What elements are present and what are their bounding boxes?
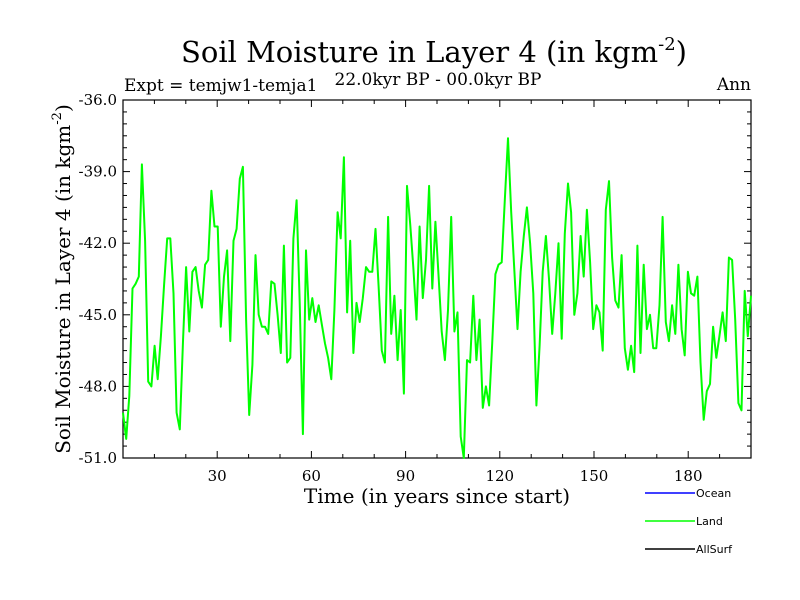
subtitle-left: Expt = temjw1-temja1 <box>124 76 317 96</box>
y-tick-label: -45.0 <box>79 306 117 324</box>
subtitle-center: 22.0kyr BP - 00.0kyr BP <box>335 70 542 90</box>
x-axis-label: Time (in years since start) <box>304 484 570 508</box>
legend-label-land: Land <box>696 515 723 528</box>
chart-title-text: Soil Moisture in Layer 4 (in kgm <box>181 35 658 69</box>
x-axis: 30 60 90 120 150 180 <box>153 100 721 485</box>
chart-title-end: ) <box>676 35 687 69</box>
x-tick-label: 90 <box>396 467 415 485</box>
series-line-land <box>122 137 752 459</box>
x-tick-label: 30 <box>208 467 227 485</box>
y-axis-label: Soil Moisture in Layer 4 (in kgm-2) <box>50 104 75 454</box>
x-tick-label: 120 <box>485 467 514 485</box>
legend: Ocean Land AllSurf <box>645 487 733 556</box>
y-axis-label-end: ) <box>51 104 75 112</box>
y-tick-label: -51.0 <box>79 449 117 467</box>
series-layer <box>122 137 752 459</box>
y-axis: -36.0 -39.0 -42.0 -45.0 -48.0 -51.0 <box>79 91 751 467</box>
x-tick-label: 180 <box>674 467 703 485</box>
x-tick-label: 150 <box>580 467 609 485</box>
y-tick-label: -36.0 <box>79 91 117 109</box>
subtitle-right: Ann <box>716 75 751 95</box>
y-tick-label: -39.0 <box>79 163 117 181</box>
y-axis-label-sup: -2 <box>50 112 65 125</box>
chart-title-sup: -2 <box>658 34 676 55</box>
chart-title: Soil Moisture in Layer 4 (in kgm-2) <box>181 34 687 69</box>
legend-label-ocean: Ocean <box>696 487 731 500</box>
y-tick-label: -48.0 <box>79 377 117 395</box>
plot-frame <box>122 99 752 459</box>
x-tick-label: 60 <box>302 467 321 485</box>
legend-label-allsurf: AllSurf <box>696 543 733 556</box>
y-tick-label: -42.0 <box>79 234 117 252</box>
y-axis-label-text: Soil Moisture in Layer 4 (in kgm <box>51 125 75 454</box>
